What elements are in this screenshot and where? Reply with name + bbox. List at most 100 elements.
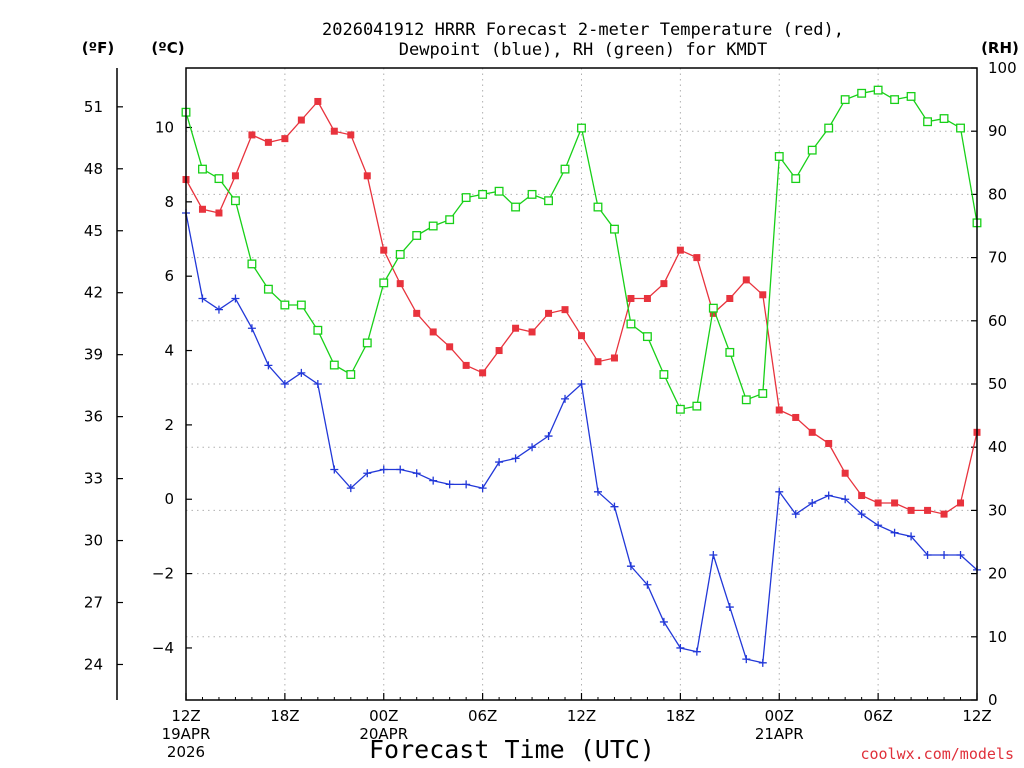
rh-point <box>857 88 867 98</box>
x-tick-label: 06Z <box>863 707 892 725</box>
temperature-point <box>297 116 305 124</box>
temperature-point <box>380 246 388 254</box>
celsius-axis: −4 −2 0 2 4 6 8 10 <box>152 118 192 657</box>
dewpoint-point <box>495 458 504 467</box>
rh-tick-label: 50 <box>988 375 1007 393</box>
dewpoint-point <box>923 551 932 560</box>
rh-point <box>873 85 883 95</box>
rh-point <box>824 123 834 133</box>
temperature-point <box>907 506 915 514</box>
x-tick-label: 00Z <box>765 707 794 725</box>
temperature-point <box>413 309 421 317</box>
temperature-point <box>396 280 404 288</box>
dewpoint-point <box>593 487 602 496</box>
x-tick-label: 06Z <box>468 707 497 725</box>
rh-point <box>890 95 900 105</box>
celsius-tick-label: 8 <box>164 193 174 211</box>
x-tick-label: 12Z <box>171 707 200 725</box>
dewpoint-point <box>808 498 817 507</box>
x-tick-label: 12Z <box>567 707 596 725</box>
dewpoint-point <box>956 551 965 560</box>
rh-tick-label: 10 <box>988 628 1007 646</box>
temperature-point <box>512 324 520 332</box>
temperature-point <box>858 492 866 500</box>
temperature-point <box>281 135 289 143</box>
dewpoint-point <box>824 491 833 500</box>
rh-point <box>577 123 586 133</box>
temperature-point <box>330 127 338 135</box>
dewpoint-point <box>907 532 916 541</box>
rh-point <box>758 389 768 398</box>
dewpoint-point <box>429 476 438 485</box>
chart-title-line-2: Dewpoint (blue), RH (green) for KMDT <box>399 40 767 60</box>
plot-frame <box>185 67 978 701</box>
rh-tick-label: 80 <box>988 185 1007 203</box>
temperature-point <box>924 506 932 514</box>
rh-point <box>741 395 751 405</box>
rh-point <box>939 114 949 124</box>
grid <box>186 68 977 700</box>
rh-point <box>296 300 306 310</box>
celsius-tick-label: 0 <box>164 490 174 508</box>
rh-point <box>807 145 817 155</box>
fahrenheit-tick-label: 30 <box>84 532 103 550</box>
series <box>181 85 982 667</box>
rh-point <box>230 196 240 206</box>
rh-point <box>329 360 339 370</box>
x-tick-year-label: 2026 <box>167 743 205 761</box>
fahrenheit-tick-label: 42 <box>84 284 103 302</box>
dewpoint-point <box>626 562 635 571</box>
dewpoint-point <box>313 380 322 388</box>
temperature-point <box>891 499 899 507</box>
rh-point <box>956 123 965 133</box>
dewpoint-point <box>890 528 899 537</box>
temperature-point <box>231 172 239 180</box>
temperature-point <box>660 280 668 288</box>
rh-point <box>346 370 356 379</box>
dewpoint-point <box>396 465 405 474</box>
temperature-point <box>957 499 965 507</box>
dewpoint-point <box>940 551 949 560</box>
temperature-point <box>610 354 618 362</box>
fahrenheit-tick-label: 51 <box>84 98 103 116</box>
dewpoint-point <box>247 324 256 333</box>
x-tick-label: 18Z <box>666 707 695 725</box>
dewpoint-point <box>478 484 487 493</box>
rh-point <box>527 189 537 199</box>
rh-point <box>906 91 916 101</box>
rh-tick-label: 70 <box>988 249 1007 267</box>
celsius-tick-label: 6 <box>164 267 174 285</box>
rh-point <box>395 249 405 259</box>
dewpoint-point <box>297 368 306 377</box>
fahrenheit-unit-label: (ºF) <box>82 39 114 57</box>
temperature-point <box>561 306 569 314</box>
temperature-point <box>808 428 816 436</box>
rh-point <box>412 231 422 240</box>
rh-point <box>428 221 438 231</box>
dewpoint-point <box>462 480 471 489</box>
rh-point <box>494 186 504 196</box>
rh-point <box>263 284 273 294</box>
celsius-tick-label: 4 <box>164 342 174 360</box>
fahrenheit-tick-label: 24 <box>84 655 103 673</box>
rh-point <box>642 332 652 342</box>
rh-point <box>791 174 801 184</box>
rh-point <box>379 278 389 288</box>
dewpoint-point <box>363 469 372 478</box>
dewpoint-point <box>791 510 800 519</box>
rh-point <box>247 259 257 269</box>
rh-tick-label: 40 <box>988 438 1007 456</box>
dewpoint-point <box>445 480 454 489</box>
rh-point <box>362 338 372 348</box>
rh-point <box>198 164 207 174</box>
rh-point <box>280 300 290 310</box>
dewpoint-point <box>676 643 685 652</box>
dewpoint-point <box>610 502 619 511</box>
rh-point <box>560 164 570 174</box>
temperature-point <box>347 131 355 139</box>
dewpoint-point <box>214 305 223 314</box>
celsius-tick-label: −4 <box>152 639 174 657</box>
temperature-point <box>446 343 454 351</box>
rh-point <box>774 152 784 161</box>
